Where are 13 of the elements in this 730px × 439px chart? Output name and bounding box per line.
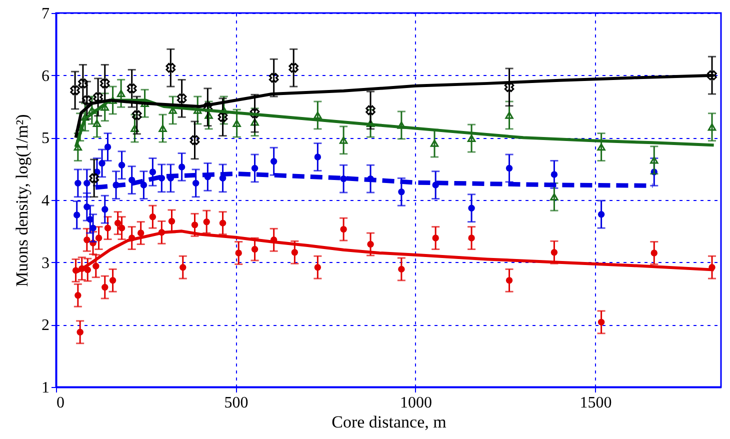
y-tick-label: 6 (42, 68, 50, 85)
y-tick-label: 3 (42, 254, 50, 272)
y-tick-label: 2 (42, 317, 50, 334)
y-tick-label: 4 (42, 192, 50, 210)
y-axis-title: Muons density, log(1/m²) (12, 114, 32, 287)
y-tick-label: 5 (42, 130, 50, 148)
x-tick-label: 0 (56, 394, 64, 412)
x-tick-label: 1500 (580, 394, 612, 412)
y-tick-label: 7 (42, 6, 50, 22)
x-tick-label: 500 (224, 394, 248, 412)
x-tick-label: 1000 (400, 394, 432, 412)
x-axis-title: Core distance, m (332, 412, 446, 432)
y-tick-label: 1 (42, 380, 50, 396)
